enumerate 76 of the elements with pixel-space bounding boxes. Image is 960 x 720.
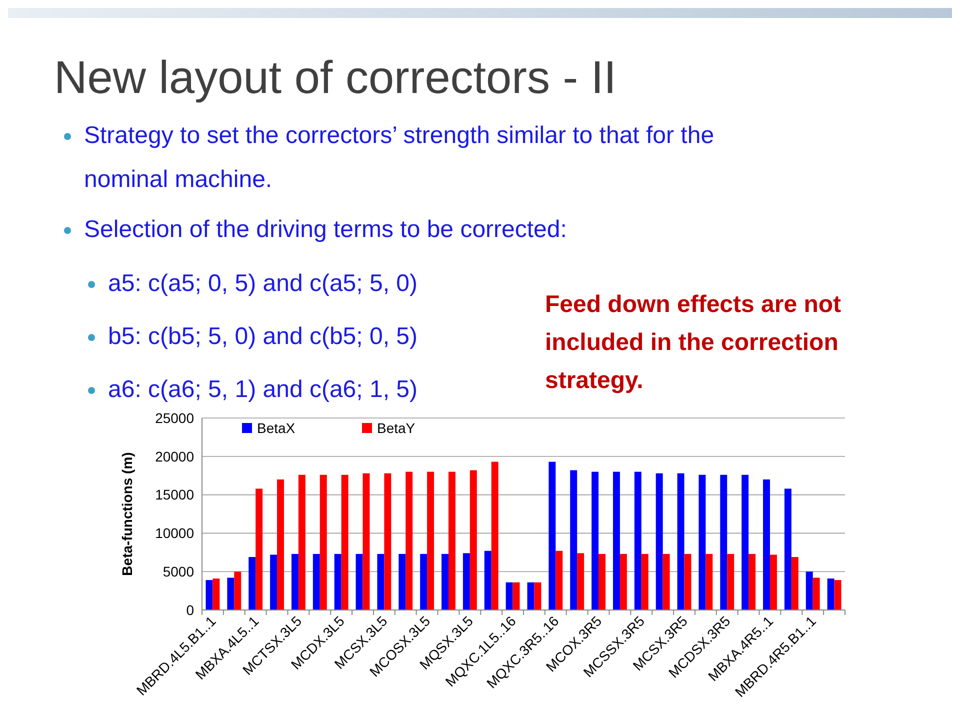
bar (806, 572, 813, 610)
text: a5: c(a5; 0, 5) and c(a5; 5, 0) (108, 270, 418, 297)
bar (398, 554, 406, 610)
bar (234, 572, 242, 610)
bar (256, 488, 263, 610)
bar (334, 554, 342, 610)
bar (206, 580, 213, 610)
text: b5: c(b5; 5, 0) and c(b5; 0, 5) (108, 323, 418, 350)
bar (641, 554, 648, 610)
bar (748, 554, 756, 610)
bar (420, 554, 428, 610)
bar (763, 479, 770, 610)
text: Feed down effects are not included in the correction strategy. (545, 290, 842, 396)
bar (770, 554, 777, 610)
bar (462, 553, 470, 610)
bar (377, 554, 384, 610)
bar (706, 554, 713, 610)
bar (791, 557, 798, 610)
bar (656, 473, 663, 610)
y-axis-title: Beta-functions (m) (119, 452, 135, 576)
y-tick-label: 25000 (155, 410, 194, 426)
bar (212, 578, 220, 610)
bar (448, 472, 456, 610)
bar (784, 488, 792, 610)
bar (427, 472, 434, 610)
bar (677, 473, 684, 610)
bar (534, 582, 542, 610)
bar (742, 474, 749, 610)
bar (698, 474, 706, 610)
bar (634, 472, 642, 610)
bar (506, 582, 513, 610)
chart-title: New layout of correctors - II (54, 50, 616, 104)
bar (612, 472, 620, 610)
bar (512, 582, 520, 610)
y-tick-label: 20000 (155, 448, 194, 464)
bar (570, 470, 578, 610)
bar (662, 554, 670, 610)
bar (248, 557, 256, 610)
bar (291, 554, 298, 610)
y-tick-label: 10000 (155, 525, 194, 542)
bar (384, 473, 392, 610)
y-tick-label: 15000 (155, 486, 194, 503)
bar (227, 578, 234, 610)
text: Strategy to set the correctors’ strength similar to that for the nominal machine. (84, 122, 714, 193)
bar (598, 554, 606, 610)
bar (341, 474, 348, 610)
bar (620, 554, 627, 610)
y-tick-label: 0 (186, 602, 194, 618)
bar (277, 479, 284, 610)
bar (684, 554, 692, 610)
bar (470, 470, 477, 610)
text: a6: c(a6; 5, 1) and c(a6; 1, 5) (108, 376, 418, 403)
bar (484, 550, 492, 610)
bar (491, 462, 498, 610)
text: Selection of the driving terms to be corrected: (84, 216, 567, 243)
bar (356, 554, 363, 610)
bar (442, 554, 448, 610)
bar (527, 582, 534, 610)
legend-label: BetaY (377, 420, 416, 436)
legend-label: BetaX (257, 420, 296, 436)
bar (577, 553, 584, 610)
bar (727, 554, 734, 610)
bar (812, 578, 820, 610)
y-tick-label: 5000 (162, 564, 194, 580)
bar (312, 554, 320, 610)
bar (834, 580, 842, 610)
bar (827, 578, 834, 610)
bar (406, 472, 413, 610)
bar (270, 554, 278, 610)
bar (556, 550, 563, 610)
bar (362, 473, 370, 610)
bar (320, 474, 327, 610)
bar (592, 472, 599, 610)
bar (298, 474, 306, 610)
bar (548, 462, 556, 610)
bar (720, 474, 728, 610)
